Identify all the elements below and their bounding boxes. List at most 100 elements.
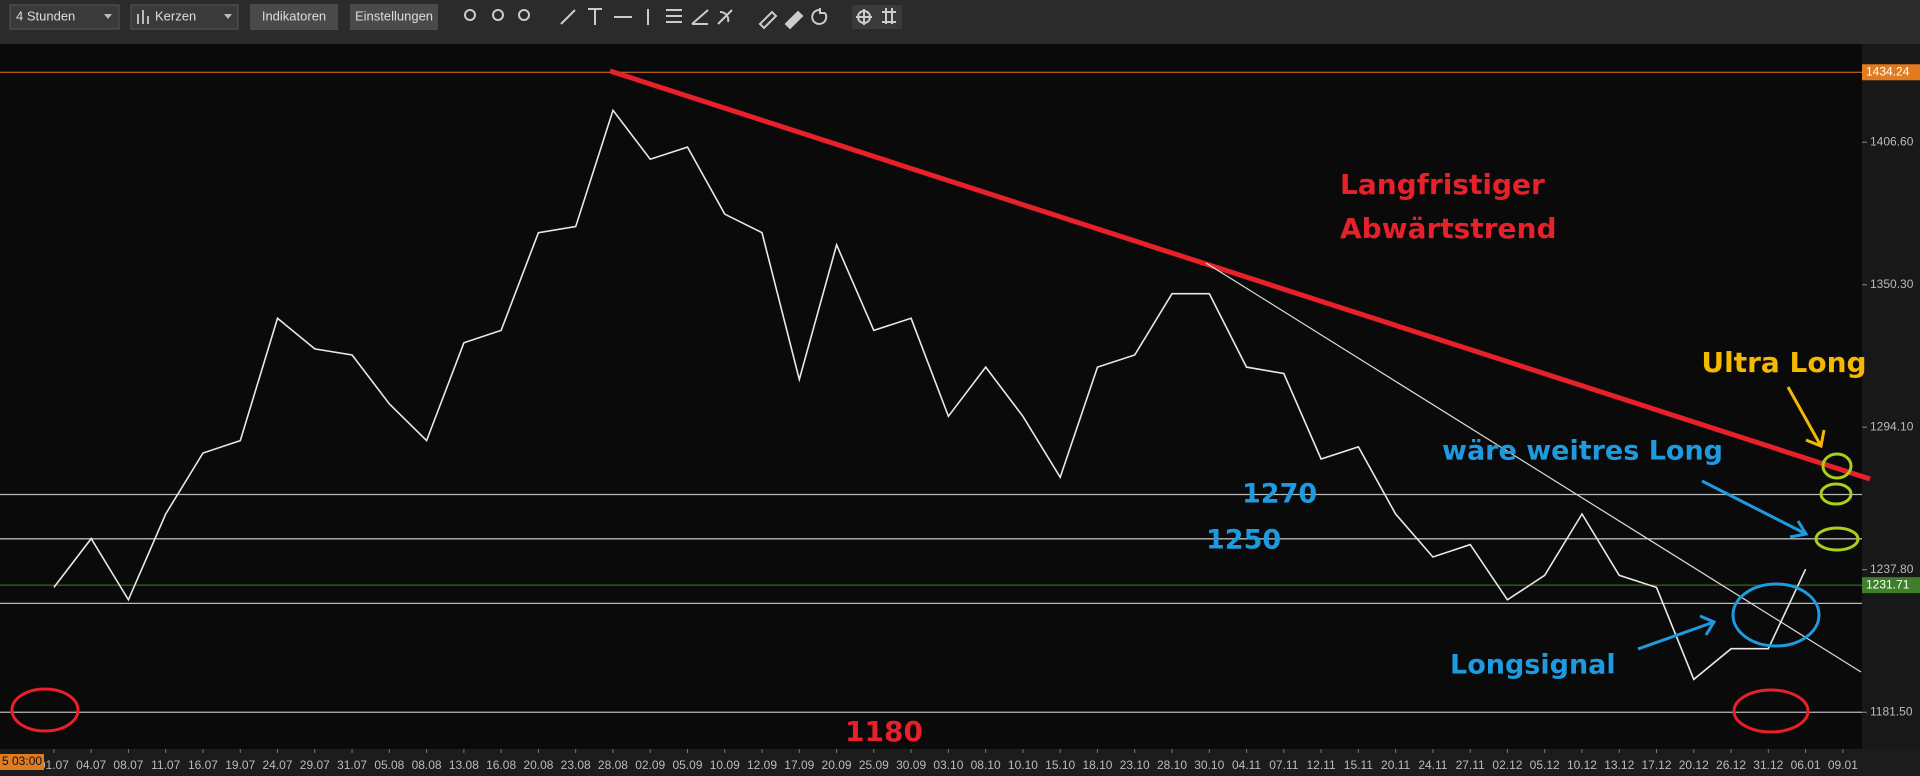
zoom-out-icon[interactable] <box>492 9 504 21</box>
annotation-text: wäre weitres Long <box>1442 436 1723 467</box>
x-tick-label: 02.12 <box>1492 758 1522 772</box>
annotation-text: Abwärtstrend <box>1340 212 1557 245</box>
x-tick-label: 18.10 <box>1082 758 1112 772</box>
annotation-text: 1180 <box>845 715 923 748</box>
x-tick-label: 05.08 <box>374 758 404 772</box>
zoom-icon[interactable] <box>464 9 476 21</box>
x-tick-label: 26.12 <box>1716 758 1746 772</box>
crosshair-lines <box>856 9 872 25</box>
price-line <box>53 108 1807 681</box>
circle-marker <box>10 687 80 733</box>
x-tick-label: 20.08 <box>523 758 553 772</box>
refresh-tool[interactable] <box>811 8 828 25</box>
cursor-time: 5 03:00 <box>2 754 42 768</box>
price-marker-box <box>1862 64 1920 81</box>
annotation-text: Ultra Long <box>1701 346 1866 379</box>
fan-tool[interactable] <box>691 9 709 25</box>
y-tick-label: 1237.80 <box>1870 562 1914 576</box>
y-tick-label: 1406.60 <box>1870 134 1914 148</box>
x-tick-label: 24.07 <box>263 758 293 772</box>
price-marker-label: 1434.24 <box>1866 64 1910 78</box>
x-tick-label: 08.10 <box>971 758 1001 772</box>
zoom-reset-icon[interactable] <box>518 9 530 21</box>
x-tick-label: 31.12 <box>1753 758 1783 772</box>
y-tick-label: 1350.30 <box>1870 277 1914 291</box>
y-tick-label: 1181.50 <box>1870 704 1913 718</box>
line-tool[interactable] <box>560 9 576 25</box>
fib-tool[interactable] <box>666 9 682 23</box>
y-tick-label: 1294.10 <box>1870 419 1914 433</box>
dropdown-arrow <box>104 14 112 19</box>
cursor-time-box <box>0 754 44 770</box>
x-tick-label: 08.08 <box>412 758 442 772</box>
timeframe-label: 4 Stunden <box>16 8 75 23</box>
trendline <box>609 68 1871 482</box>
circle-marker <box>1821 452 1853 480</box>
x-tick-label: 25.09 <box>859 758 889 772</box>
delete-tool[interactable] <box>784 10 804 30</box>
x-tick-label: 05.12 <box>1530 758 1560 772</box>
x-tick-label: 20.09 <box>822 758 852 772</box>
x-tick-label: 05.09 <box>672 758 702 772</box>
settings-button[interactable] <box>350 4 438 30</box>
x-tick-label: 04.07 <box>76 758 106 772</box>
grid-tool[interactable] <box>882 8 896 24</box>
annotation-text: Longsignal <box>1450 650 1616 681</box>
x-tick-label: 28.10 <box>1157 758 1187 772</box>
x-tick-label: 17.09 <box>784 758 814 772</box>
button-label: Einstellungen <box>355 8 433 23</box>
trendline-thin <box>1205 262 1862 673</box>
x-tick-label: 31.07 <box>337 758 367 772</box>
circle-marker <box>1814 526 1860 552</box>
text-tool[interactable] <box>588 8 602 25</box>
x-tick-label: 16.08 <box>486 758 516 772</box>
x-tick-label: 10.09 <box>710 758 740 772</box>
price-marker-label: 1231.71 <box>1866 577 1910 591</box>
x-tick-label: 07.11 <box>1269 758 1298 772</box>
x-tick-label: 16.07 <box>188 758 218 772</box>
arrow <box>1637 614 1717 651</box>
plot-layer: 1181.50 1237.80 1294.10 1350.30 1406.60 1434.… <box>0 64 1920 772</box>
x-tick-label: 10.12 <box>1567 758 1597 772</box>
button-label: Indikatoren <box>262 8 326 23</box>
arrow <box>1701 479 1809 539</box>
x-tick-label: 17.12 <box>1641 758 1671 772</box>
x-tick-label: 20.12 <box>1679 758 1709 772</box>
timeframe-select[interactable] <box>9 4 120 30</box>
x-tick-label: 08.07 <box>113 758 143 772</box>
toolbar-icons <box>464 5 902 30</box>
annotations: Langfristiger Abwärtstrend Ultra Long wä… <box>10 68 1871 748</box>
x-tick-label: 01.07 <box>39 758 69 772</box>
x-tick-label: 10.10 <box>1008 758 1038 772</box>
x-tick-label: 15.10 <box>1045 758 1075 772</box>
dropdown-arrow <box>224 14 232 19</box>
arrow <box>1786 386 1826 449</box>
x-tick-label: 23.08 <box>561 758 591 772</box>
x-tick-label: 09.01 <box>1828 758 1858 772</box>
x-tick-label: 12.11 <box>1307 758 1336 772</box>
price-axis <box>1862 44 1920 749</box>
eraser-tool[interactable] <box>758 10 778 30</box>
x-tick-label: 15.11 <box>1344 758 1373 772</box>
price-marker-box <box>1862 577 1920 594</box>
x-tick-label: 13.08 <box>449 758 479 772</box>
arc-tool[interactable] <box>717 9 733 25</box>
x-tick-label: 27.11 <box>1456 758 1485 772</box>
x-tick-label: 02.09 <box>635 758 665 772</box>
indicators-button[interactable] <box>250 4 338 30</box>
x-tick-label: 29.07 <box>300 758 330 772</box>
time-axis <box>0 749 1920 776</box>
x-tick-label: 13.12 <box>1604 758 1634 772</box>
chart-style-label: Kerzen <box>155 8 196 23</box>
x-tick-label: 28.08 <box>598 758 628 772</box>
plot-area <box>0 44 1862 749</box>
x-tick-label: 20.11 <box>1381 758 1410 772</box>
x-tick-label: 24.11 <box>1418 758 1447 772</box>
circle-marker <box>1819 482 1853 506</box>
x-tick-label: 04.11 <box>1232 758 1261 772</box>
annotation-text: 1270 <box>1242 479 1317 510</box>
annotation-text: Langfristiger <box>1340 168 1545 201</box>
x-tick-label: 11.07 <box>151 758 180 772</box>
